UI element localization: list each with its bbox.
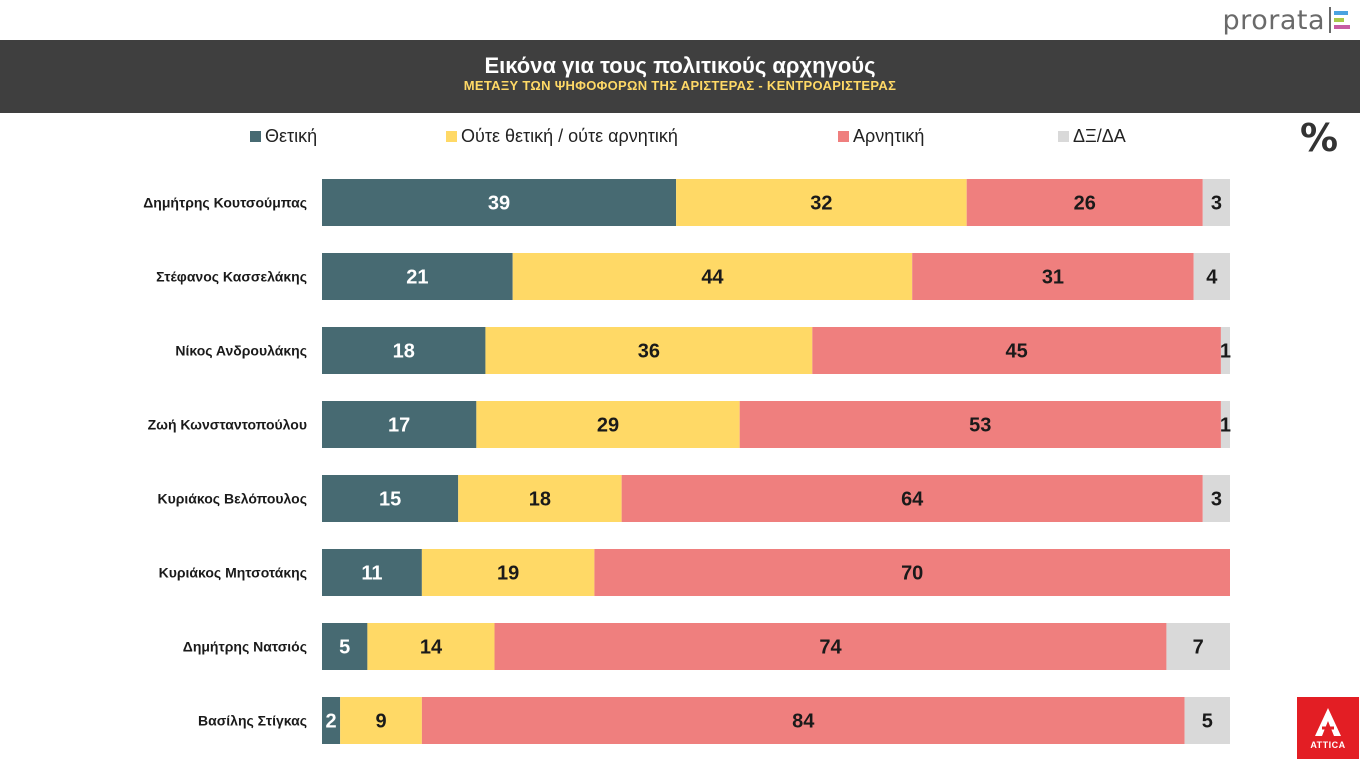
legend-item-negative: Αρνητική: [838, 126, 924, 147]
data-label: 74: [819, 637, 842, 659]
category-label: Ζωή Κωνσταντοπούλου: [148, 417, 307, 433]
bar-segment-series-3: [1184, 697, 1230, 744]
bar-segment-series-2: [594, 549, 1230, 596]
bar-segment-series-0: [322, 549, 422, 596]
bar-segment-series-0: [322, 623, 368, 670]
bar-segment-series-3: [1220, 327, 1230, 374]
data-label: 1: [1220, 341, 1231, 363]
data-label: 3: [1211, 489, 1222, 511]
brand-name: prorata: [1222, 4, 1325, 36]
data-label: 18: [393, 341, 415, 363]
data-label: 9: [375, 711, 386, 733]
bar-segment-series-2: [812, 327, 1221, 374]
bar-segment-series-1: [676, 179, 967, 226]
chart-subtitle: ΜΕΤΑΞΥ ΤΩΝ ΨΗΦΟΦΟΡΩΝ ΤΗΣ ΑΡΙΣΤΕΡΑΣ - ΚΕΝ…: [463, 78, 897, 93]
brand-logo: prorata: [1223, 2, 1350, 38]
data-label: 15: [379, 489, 401, 511]
bar-segment-series-0: [322, 697, 341, 744]
data-label: 64: [901, 489, 924, 511]
attica-logo: ATTICA: [1297, 697, 1359, 759]
data-label: 26: [1074, 193, 1096, 215]
data-label: 18: [529, 489, 551, 511]
data-label: 44: [701, 267, 724, 289]
data-label: 2: [326, 711, 337, 733]
category-label: Κυριάκος Βελόπουλος: [158, 491, 308, 507]
data-label: 1: [1220, 415, 1231, 437]
data-label: 21: [406, 267, 428, 289]
data-label: 29: [597, 415, 619, 437]
brand-bars-icon: [1329, 7, 1350, 33]
data-label: 11: [361, 563, 382, 585]
data-label: 4: [1206, 267, 1218, 289]
bar-segment-series-2: [966, 179, 1203, 226]
legend-label-dkna: ΔΞ/ΔΑ: [1073, 126, 1126, 146]
bar-segment-series-1: [421, 549, 595, 596]
data-label: 5: [339, 637, 350, 659]
category-label: Κυριάκος Μητσοτάκης: [159, 565, 307, 581]
legend-label-positive: Θετική: [265, 126, 318, 146]
bar-segment-series-2: [621, 475, 1203, 522]
chart-title: Εικόνα για τους πολιτικούς αρχηγούς: [484, 53, 876, 78]
bar-segment-series-3: [1193, 253, 1230, 300]
bar-segment-series-3: [1202, 179, 1230, 226]
legend-swatch-negative: [838, 131, 849, 142]
legend-swatch-neutral: [446, 131, 457, 142]
chart-legend: Θετική Ούτε θετική / ούτε αρνητική Αρνητ…: [0, 126, 1360, 148]
bar-segment-series-2: [912, 253, 1194, 300]
bar-segment-series-2: [739, 401, 1221, 448]
bar-segment-series-0: [322, 253, 513, 300]
data-label: 70: [901, 563, 923, 585]
data-label: 19: [497, 563, 519, 585]
attica-a-icon: [1315, 708, 1341, 736]
data-label: 53: [969, 415, 991, 437]
legend-swatch-positive: [250, 131, 261, 142]
bar-segment-series-0: [322, 401, 477, 448]
bar-segment-series-3: [1202, 475, 1230, 522]
bar-segment-series-3: [1220, 401, 1230, 448]
chart-header: Εικόνα για τους πολιτικούς αρχηγούς ΜΕΤΑ…: [0, 40, 1360, 113]
bar-segment-series-2: [421, 697, 1185, 744]
data-label: 84: [792, 711, 815, 733]
category-label: Στέφανος Κασσελάκης: [156, 269, 307, 285]
category-label: Νίκος Ανδρουλάκης: [175, 343, 307, 359]
bar-segment-series-2: [494, 623, 1167, 670]
data-label: 7: [1193, 637, 1204, 659]
data-label: 36: [638, 341, 660, 363]
bar-segment-series-1: [367, 623, 495, 670]
legend-item-positive: Θετική: [250, 126, 317, 147]
legend-item-neutral: Ούτε θετική / ούτε αρνητική: [446, 126, 678, 147]
data-label: 31: [1042, 267, 1064, 289]
bar-segment-series-0: [322, 179, 677, 226]
data-label: 17: [388, 415, 410, 437]
percent-unit-icon: %: [1300, 116, 1339, 160]
category-label: Βασίλης Στίγκας: [198, 713, 307, 729]
legend-swatch-dkna: [1058, 131, 1069, 142]
legend-item-dkna: ΔΞ/ΔΑ: [1058, 126, 1126, 147]
bar-segment-series-1: [340, 697, 422, 744]
data-label: 39: [488, 193, 510, 215]
bar-segment-series-1: [458, 475, 622, 522]
bar-segment-series-1: [485, 327, 813, 374]
data-label: 3: [1211, 193, 1222, 215]
category-label: Δημήτρης Κουτσούμπας: [143, 195, 307, 211]
category-label: Δημήτρης Νατσιός: [183, 639, 307, 655]
bar-segment-series-0: [322, 327, 486, 374]
bar-segment-series-0: [322, 475, 459, 522]
attica-logo-text: ATTICA: [1310, 740, 1346, 750]
legend-label-negative: Αρνητική: [853, 126, 925, 146]
legend-label-neutral: Ούτε θετική / ούτε αρνητική: [461, 126, 678, 146]
data-label: 32: [810, 193, 832, 215]
bar-segment-series-1: [476, 401, 740, 448]
bar-segment-series-3: [1166, 623, 1230, 670]
data-label: 5: [1202, 711, 1213, 733]
data-label: 45: [1005, 341, 1027, 363]
bar-segment-series-1: [512, 253, 913, 300]
data-label: 14: [420, 637, 443, 659]
